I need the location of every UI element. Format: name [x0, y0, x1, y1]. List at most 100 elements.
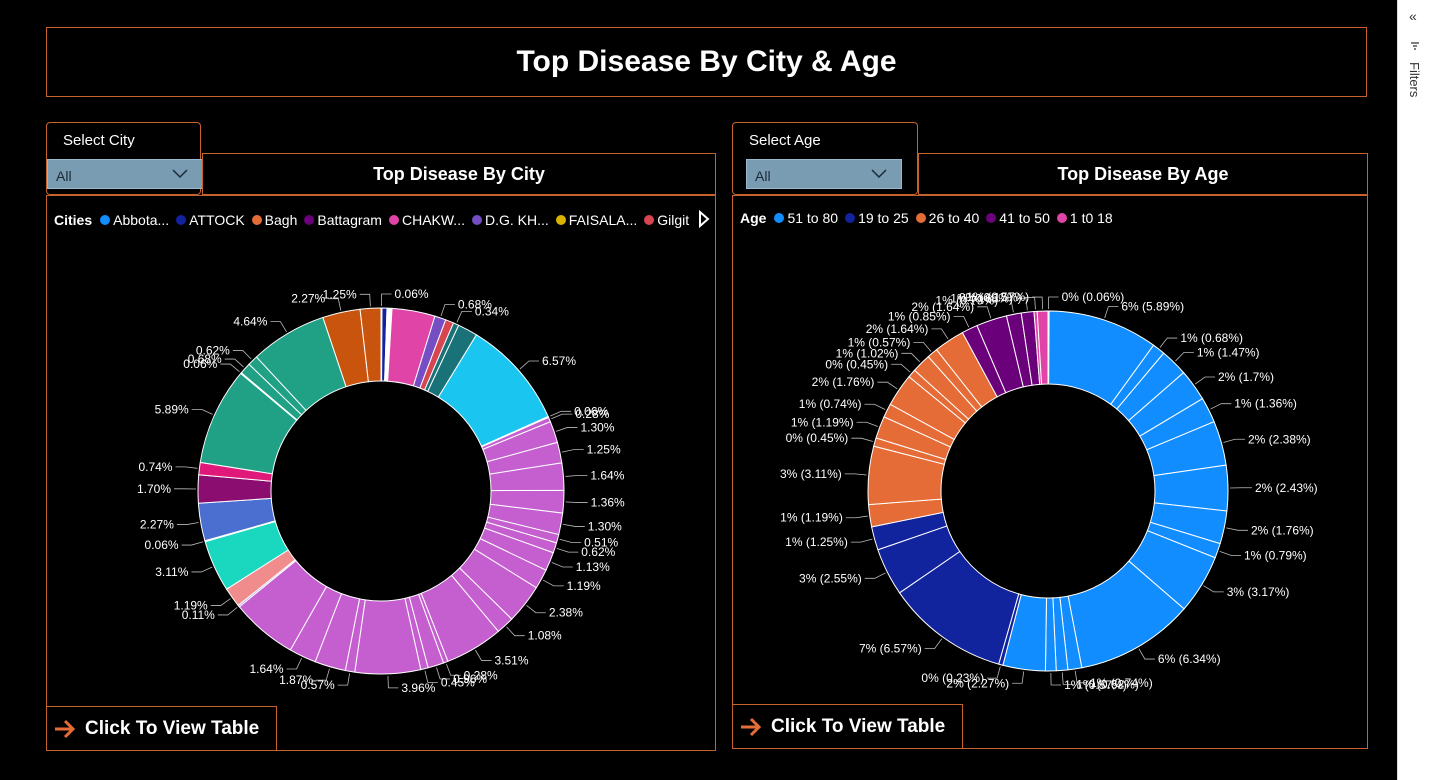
city-legend-item[interactable]: FAISALA...: [555, 212, 637, 228]
age-leader-line: [924, 638, 943, 649]
city-legend-label: CHAKW...: [401, 212, 465, 228]
age-leader-line: [1015, 297, 1028, 311]
city-data-label: 0.51%: [584, 535, 618, 549]
city-data-label: 0.06%: [145, 538, 179, 552]
age-data-label: 1% (0.68%): [950, 291, 1013, 305]
age-view-table-label: Click To View Table: [771, 715, 946, 737]
city-data-label: 1.25%: [587, 443, 621, 457]
city-legend-item[interactable]: Bagh: [251, 212, 297, 228]
chevron-down-icon: [172, 169, 188, 179]
age-legend-item[interactable]: 41 to 50: [986, 210, 1050, 226]
legend-dot-icon: [555, 215, 566, 225]
city-data-label: 0.06%: [395, 287, 429, 301]
city-leader-line: [191, 408, 213, 415]
age-leader-line: [1159, 337, 1178, 348]
filters-pane[interactable]: «: [1397, 0, 1430, 780]
age-dropdown[interactable]: All: [746, 159, 902, 189]
city-data-label: 0.62%: [581, 545, 615, 559]
age-slice[interactable]: [1036, 310, 1049, 385]
age-data-label: 1% (0.79%): [1244, 548, 1307, 562]
legend-dot-icon: [845, 213, 856, 223]
city-slice[interactable]: [359, 307, 382, 383]
age-legend-label: 1 t0 18: [1069, 210, 1113, 226]
legend-next-arrow-icon[interactable]: [697, 210, 711, 228]
city-leader-line: [286, 657, 303, 670]
city-legend-item[interactable]: CHAKW...: [388, 212, 465, 228]
city-leader-line: [475, 649, 492, 661]
city-data-label: 2.27%: [140, 518, 174, 532]
legend-dot-icon: [251, 215, 262, 225]
city-leader-line: [328, 298, 342, 311]
age-leader-line: [1012, 671, 1025, 684]
age-leader-line: [877, 381, 898, 390]
age-legend: Age 51 to 80 19 to 25 26 to 40 41 to 50 1 t0…: [740, 210, 1120, 226]
city-legend-label: Gilgit: [657, 212, 690, 228]
city-leader-line: [217, 607, 238, 616]
city-data-label: 0.68%: [458, 298, 492, 312]
legend-dot-icon: [176, 215, 187, 225]
city-leader-line: [556, 548, 579, 553]
city-data-label: 3.11%: [155, 565, 188, 579]
age-slicer[interactable]: Select Age All: [732, 122, 918, 195]
age-data-label: 2% (1.7%): [1218, 370, 1274, 384]
city-dropdown-value: All: [56, 168, 72, 184]
city-legend-item[interactable]: Abbota...: [100, 212, 169, 228]
city-leader-line: [210, 598, 231, 606]
filters-label[interactable]: Filters: [1407, 62, 1422, 98]
age-data-label: 6% (5.89%): [1121, 300, 1184, 314]
city-data-label: 1.87%: [279, 673, 313, 687]
city-view-table-label: Click To View Table: [85, 717, 260, 739]
age-data-label: 1% (0.79%): [935, 294, 998, 308]
city-data-label: 2.38%: [549, 606, 583, 620]
age-leader-line: [1175, 352, 1194, 362]
age-leader-line: [1050, 672, 1062, 686]
age-legend-item[interactable]: 51 to 80: [774, 210, 838, 226]
city-leader-line: [551, 561, 573, 568]
city-data-label: 1.64%: [590, 468, 624, 482]
age-data-label: 2% (1.64%): [866, 322, 929, 336]
city-data-label: 0.11%: [182, 608, 215, 622]
age-data-label: 1% (0.57%): [1064, 678, 1127, 692]
age-view-table-button[interactable]: Click To View Table: [732, 704, 963, 749]
age-leader-line: [864, 572, 886, 579]
city-dropdown[interactable]: All: [47, 159, 203, 189]
city-legend-label: Abbota...: [113, 212, 170, 228]
age-data-label: 1% (1.19%): [780, 511, 843, 525]
city-view-table-button[interactable]: Click To View Table: [46, 706, 277, 751]
age-legend-item[interactable]: 19 to 25: [845, 210, 909, 226]
city-legend-item[interactable]: D.G. KH...: [471, 212, 549, 228]
city-legend-item[interactable]: Battagram: [304, 212, 382, 228]
age-data-label: 1% (1.47%): [1197, 346, 1260, 360]
age-data-label: 7% (6.57%): [859, 641, 922, 655]
age-legend-item[interactable]: 26 to 40: [915, 210, 979, 226]
city-data-label: 1.13%: [576, 560, 610, 574]
city-legend: Cities Abbota... ATTOCK Bagh Battagram CHAKW…: [54, 212, 696, 228]
city-data-label: 1.25%: [323, 287, 357, 301]
city-panel-header: Top Disease By City: [202, 153, 716, 195]
legend-dot-icon: [304, 215, 315, 225]
city-leader-line: [440, 304, 455, 317]
age-data-label: 6% (6.34%): [1158, 652, 1221, 666]
city-slicer[interactable]: Select City All: [46, 122, 203, 195]
age-leader-line: [1210, 403, 1232, 410]
age-data-label: 1% (1.19%): [791, 415, 854, 429]
collapse-icon[interactable]: «: [1409, 8, 1417, 24]
city-legend-item[interactable]: ATTOCK: [176, 212, 245, 228]
age-data-label: 3% (2.55%): [799, 571, 862, 585]
age-legend-item[interactable]: 1 t0 18: [1056, 210, 1113, 226]
city-leader-line: [555, 427, 578, 432]
city-data-label: 0.06%: [574, 404, 608, 418]
age-data-label: 1% (0.85%): [888, 309, 951, 323]
city-leader-line: [446, 663, 461, 676]
age-leader-line: [850, 538, 873, 543]
city-legend-label: Battagram: [317, 212, 382, 228]
city-legend-item[interactable]: Gilgit: [644, 212, 689, 228]
age-data-label: 1% (0.68%): [1180, 331, 1243, 345]
legend-dot-icon: [100, 215, 111, 225]
city-donut-chart: 0.06%0.68%0.34%6.57%0.06%0.28%1.30%1.25%…: [137, 287, 625, 695]
age-chart-panel: [732, 195, 1368, 749]
city-leader-line: [506, 626, 525, 637]
city-data-label: 0.28%: [575, 407, 609, 421]
city-data-label: 4.64%: [233, 315, 267, 329]
age-leader-line: [987, 666, 1001, 679]
